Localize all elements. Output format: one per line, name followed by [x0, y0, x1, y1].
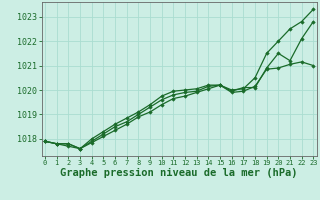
- X-axis label: Graphe pression niveau de la mer (hPa): Graphe pression niveau de la mer (hPa): [60, 168, 298, 178]
